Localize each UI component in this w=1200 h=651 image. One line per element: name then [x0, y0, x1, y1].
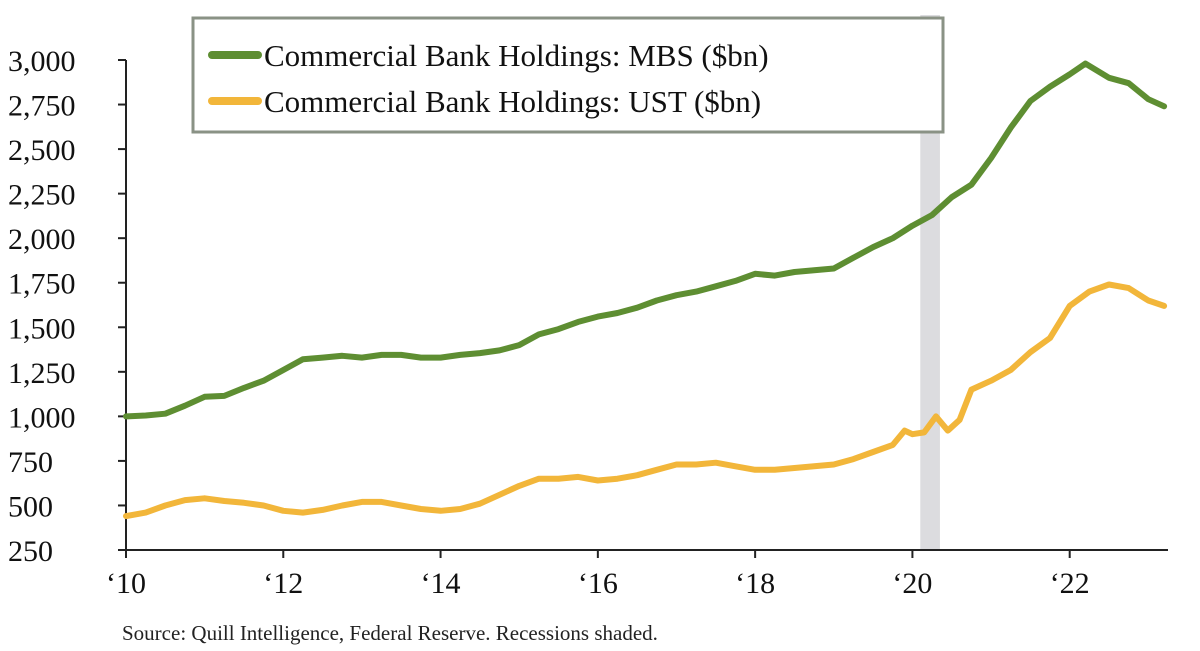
source-note: Source: Quill Intelligence, Federal Rese… [122, 621, 658, 645]
x-tick-label: ‘22 [1050, 567, 1090, 600]
legend-label-ust: Commercial Bank Holdings: UST ($bn) [264, 84, 761, 119]
legend-box [191, 16, 945, 134]
series-line-ust [123, 281, 1168, 520]
y-tick-label: 1,250 [8, 357, 76, 390]
y-tick-label: 2,750 [8, 90, 76, 123]
y-tick-label: 1,750 [8, 268, 76, 301]
x-tick-label: ‘16 [578, 567, 618, 600]
x-tick-label: ‘18 [735, 567, 775, 600]
y-tick-label: 500 [8, 490, 53, 523]
legend: Commercial Bank Holdings: MBS ($bn) Comm… [191, 16, 945, 134]
y-tick-label: 250 [8, 535, 53, 568]
y-tick-label: 2,500 [8, 134, 76, 167]
y-tick-label: 3,000 [8, 45, 76, 78]
y-tick-label: 2,000 [8, 223, 76, 256]
x-tick-label: ‘12 [263, 567, 303, 600]
y-tick-label: 2,250 [8, 179, 76, 212]
legend-label-mbs: Commercial Bank Holdings: MBS ($bn) [264, 38, 769, 73]
y-axis-ticks: 3,000 2,750 2,500 2,250 2,000 1,750 1,500 1,250… [8, 45, 126, 568]
x-tick-label: ‘14 [421, 567, 461, 600]
series-line-mbs [123, 60, 1168, 420]
x-tick-label: ‘10 [106, 567, 146, 600]
y-tick-label: 1,000 [8, 401, 76, 434]
series-lines [123, 60, 1168, 520]
y-tick-label: 1,500 [8, 312, 76, 345]
y-tick-label: 750 [8, 446, 53, 479]
x-tick-label: ‘20 [892, 567, 932, 600]
axes [125, 60, 1168, 551]
x-axis-ticks: ‘10 ‘12 ‘14 ‘16 ‘18 ‘20 ‘22 [106, 550, 1090, 600]
